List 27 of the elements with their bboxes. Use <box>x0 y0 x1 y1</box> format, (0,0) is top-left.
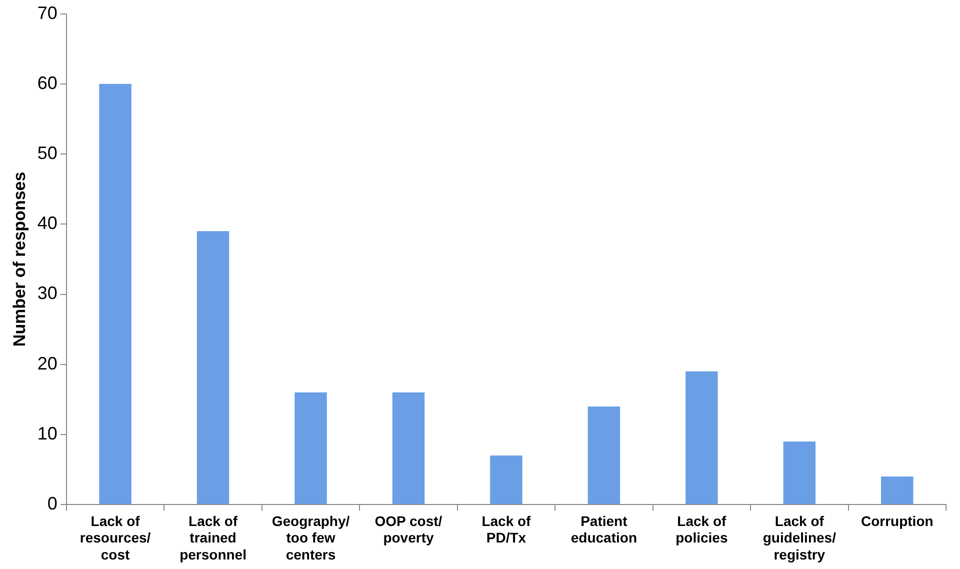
y-tick-label: 20 <box>37 353 58 374</box>
y-tick-label: 10 <box>37 423 58 444</box>
y-tick-label: 60 <box>37 72 58 93</box>
bar <box>686 371 718 504</box>
x-tick-label: Lack of guidelines/ registry <box>762 512 836 562</box>
bar <box>490 456 522 504</box>
x-tick-label: Geography/ too few centers <box>272 512 350 562</box>
x-tick-label: Lack of policies <box>676 512 728 546</box>
y-tick-label: 70 <box>37 2 58 23</box>
bar <box>99 84 132 504</box>
x-tick-label: Lack of resources/ cost <box>80 512 151 562</box>
bar <box>881 476 914 504</box>
x-tick-label: Lack of trained personnel <box>180 512 246 562</box>
y-tick-label: 30 <box>37 283 58 304</box>
x-tick-label: OOP cost/ poverty <box>374 512 442 546</box>
x-tick-label: Lack of PD/Tx <box>482 512 532 546</box>
bar <box>294 392 327 504</box>
y-tick-label: 40 <box>37 213 58 234</box>
y-axis-title: Number of responses <box>10 172 29 347</box>
bar <box>196 231 230 504</box>
x-tick-label: Patient education <box>570 512 638 546</box>
x-tick-label: Corruption <box>860 512 934 529</box>
bar <box>783 441 816 504</box>
y-tick-label: 50 <box>37 142 58 163</box>
bar <box>588 406 620 504</box>
bar <box>392 392 425 504</box>
y-tick-label: 0 <box>47 494 58 514</box>
